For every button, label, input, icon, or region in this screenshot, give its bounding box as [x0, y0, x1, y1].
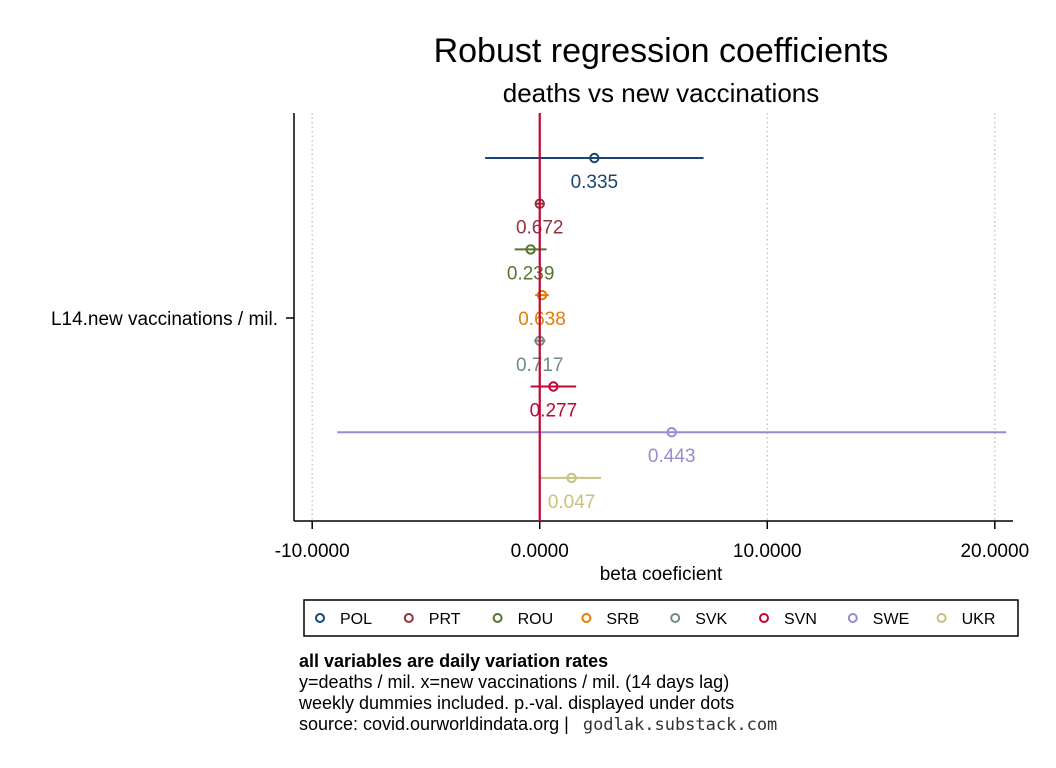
series-srb: 0.638 [518, 289, 566, 330]
legend-marker [492, 613, 503, 623]
series-ukr: 0.047 [539, 472, 602, 513]
series-pol: 0.335 [485, 152, 704, 193]
legend-label: UKR [962, 611, 996, 628]
x-tick-label: 10.0000 [733, 541, 802, 562]
legend-marker [759, 613, 769, 623]
legend-marker [315, 613, 325, 623]
substack-link[interactable]: godlak.substack.com [582, 715, 778, 735]
legend-marker [403, 613, 414, 623]
legend-label: SRB [606, 611, 639, 628]
legend-label: POL [340, 611, 372, 628]
legend-item-svk: SVK [670, 611, 728, 628]
legend-label: SVK [695, 611, 727, 628]
series-svn: 0.277 [530, 381, 578, 422]
series-rou: 0.239 [507, 244, 555, 284]
coef-point [536, 289, 548, 301]
coefficient-plot: Robust regression coefficients deaths vs… [51, 32, 1029, 637]
legend-item-rou: ROU [492, 611, 554, 628]
legend-item-pol: POL [315, 611, 372, 628]
pval-label: 0.047 [548, 492, 596, 513]
legend-item-swe: SWE [847, 611, 909, 628]
legend-item-ukr: UKR [936, 611, 996, 628]
legend-marker [581, 613, 592, 623]
legend-marker [847, 613, 858, 623]
coef-point [589, 152, 600, 164]
pval-label: 0.277 [530, 401, 578, 422]
coef-point [566, 472, 577, 484]
series-swe: 0.443 [337, 427, 1007, 467]
chart-title: Robust regression coefficients [434, 32, 889, 70]
chart-subtitle: deaths vs new vaccinations [503, 78, 820, 108]
notes-line-4: source: covid.ourworldindata.org | [299, 714, 569, 734]
legend-label: ROU [518, 611, 554, 628]
legend-box [303, 599, 1019, 637]
coef-point [548, 381, 559, 392]
legend-item-prt: PRT [403, 611, 461, 628]
x-axis-title: beta coeficient [600, 564, 723, 585]
legend-item-svn: SVN [759, 611, 817, 628]
pval-label: 0.239 [507, 263, 555, 284]
pval-label: 0.443 [648, 446, 696, 467]
notes-line-3: weekly dummies included. p.-val. display… [299, 693, 735, 713]
legend-label: SWE [873, 611, 909, 628]
legend-label: SVN [784, 611, 817, 628]
coef-point [525, 244, 536, 255]
legend-marker [670, 613, 681, 623]
notes-block: all variables are daily variation rates … [299, 651, 777, 736]
x-ticks: -10.0000 0.0000 10.0000 20.0000 [275, 521, 1029, 562]
coef-point [666, 427, 677, 438]
legend: POL PRT ROU SRB SVK SVN SWE UKR [315, 611, 996, 628]
x-tick-label: -10.0000 [275, 541, 350, 562]
legend-label: PRT [429, 611, 461, 628]
pval-label: 0.335 [571, 172, 619, 193]
pval-label: 0.638 [518, 309, 566, 330]
y-category-label: L14.new vaccinations / mil. [51, 309, 278, 330]
notes-line-1: all variables are daily variation rates [299, 651, 609, 671]
legend-item-srb: SRB [581, 611, 639, 628]
legend-marker [936, 613, 947, 623]
x-tick-label: 20.0000 [960, 541, 1029, 562]
x-tick-label: 0.0000 [511, 541, 569, 562]
notes-line-2: y=deaths / mil. x=new vaccinations / mil… [299, 672, 730, 692]
